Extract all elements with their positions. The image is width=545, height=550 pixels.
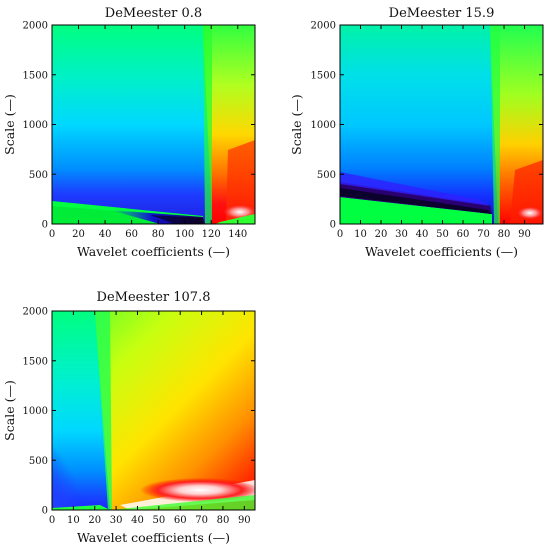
x-tick-label: 0 — [337, 229, 343, 240]
x-tick-label: 40 — [99, 229, 112, 240]
x-axis-ticks: 0 20 40 60 80 100 120 140 — [49, 25, 247, 240]
y-tick-label: 2000 — [23, 307, 48, 318]
x-tick-label: 20 — [88, 515, 101, 526]
x-tick-label: 60 — [125, 229, 138, 240]
panel-title: DeMeester 15.9 — [389, 6, 495, 21]
x-tick-label: 80 — [152, 229, 165, 240]
x-axis-label: Wavelet coefficients (—) — [77, 244, 230, 259]
x-tick-label: 50 — [436, 229, 449, 240]
x-tick-label: 10 — [67, 515, 80, 526]
y-axis-label: Scale (—) — [289, 94, 304, 155]
y-axis-ticks: 0 500 1000 1500 2000 — [311, 21, 543, 231]
x-tick-label: 40 — [131, 515, 144, 526]
x-tick-label: 90 — [518, 229, 531, 240]
y-axis-label: Scale (—) — [2, 380, 17, 441]
y-tick-label: 500 — [317, 170, 336, 181]
y-tick-label: 1500 — [311, 70, 336, 81]
panel-title: DeMeester 107.8 — [97, 290, 211, 305]
y-tick-label: 1000 — [23, 120, 48, 131]
y-tick-label: 1000 — [23, 406, 48, 417]
heatmap-panel-demeester-107-8: DeMeester 107.8 0 10 20 30 40 50 60 70 80 90 0 500… — [2, 290, 256, 545]
y-tick-label: 1000 — [311, 120, 336, 131]
x-axis-label: Wavelet coefficients (—) — [365, 244, 518, 259]
panel-title: DeMeester 0.8 — [105, 6, 202, 21]
x-tick-label: 0 — [49, 229, 55, 240]
x-tick-label: 80 — [498, 229, 511, 240]
y-tick-label: 0 — [42, 506, 48, 517]
heatmap-image — [340, 25, 543, 224]
x-tick-label: 30 — [110, 515, 123, 526]
heatmap-image — [52, 311, 255, 510]
y-axis-label: Scale (—) — [2, 94, 17, 155]
heatmap-image — [52, 25, 255, 224]
y-tick-label: 500 — [29, 456, 48, 467]
x-tick-label: 70 — [477, 229, 490, 240]
x-axis-ticks: 0 10 20 30 40 50 60 70 80 90 — [49, 311, 251, 526]
x-tick-label: 100 — [175, 229, 194, 240]
x-tick-label: 20 — [375, 229, 388, 240]
y-tick-label: 500 — [29, 170, 48, 181]
y-tick-label: 2000 — [311, 21, 336, 32]
y-tick-label: 2000 — [23, 21, 48, 32]
x-tick-label: 20 — [72, 229, 85, 240]
x-tick-label: 120 — [202, 229, 221, 240]
x-tick-label: 80 — [217, 515, 230, 526]
x-tick-label: 70 — [195, 515, 208, 526]
x-tick-label: 60 — [457, 229, 470, 240]
x-axis-label: Wavelet coefficients (—) — [77, 530, 230, 545]
heatmap-panel-demeester-0-8: DeMeester 0.8 0 20 40 60 80 100 120 140 0 500 100… — [2, 6, 256, 259]
x-tick-label: 30 — [395, 229, 408, 240]
x-tick-label: 140 — [228, 229, 247, 240]
x-tick-label: 0 — [49, 515, 55, 526]
y-tick-label: 0 — [42, 220, 48, 231]
y-axis-ticks: 0 500 1000 1500 2000 — [23, 21, 255, 231]
x-tick-label: 40 — [416, 229, 429, 240]
x-tick-label: 50 — [152, 515, 165, 526]
x-axis-ticks: 0 10 20 30 40 50 60 70 80 90 — [337, 25, 531, 240]
x-tick-label: 10 — [354, 229, 367, 240]
y-tick-label: 1500 — [23, 70, 48, 81]
y-tick-label: 1500 — [23, 356, 48, 367]
y-axis-ticks: 0 500 1000 1500 2000 — [23, 307, 255, 517]
y-tick-label: 0 — [330, 220, 336, 231]
x-tick-label: 90 — [238, 515, 251, 526]
heatmap-panel-demeester-15-9: DeMeester 15.9 0 10 20 30 40 50 60 70 80 90 0 500 1… — [289, 6, 544, 259]
x-tick-label: 60 — [174, 515, 187, 526]
